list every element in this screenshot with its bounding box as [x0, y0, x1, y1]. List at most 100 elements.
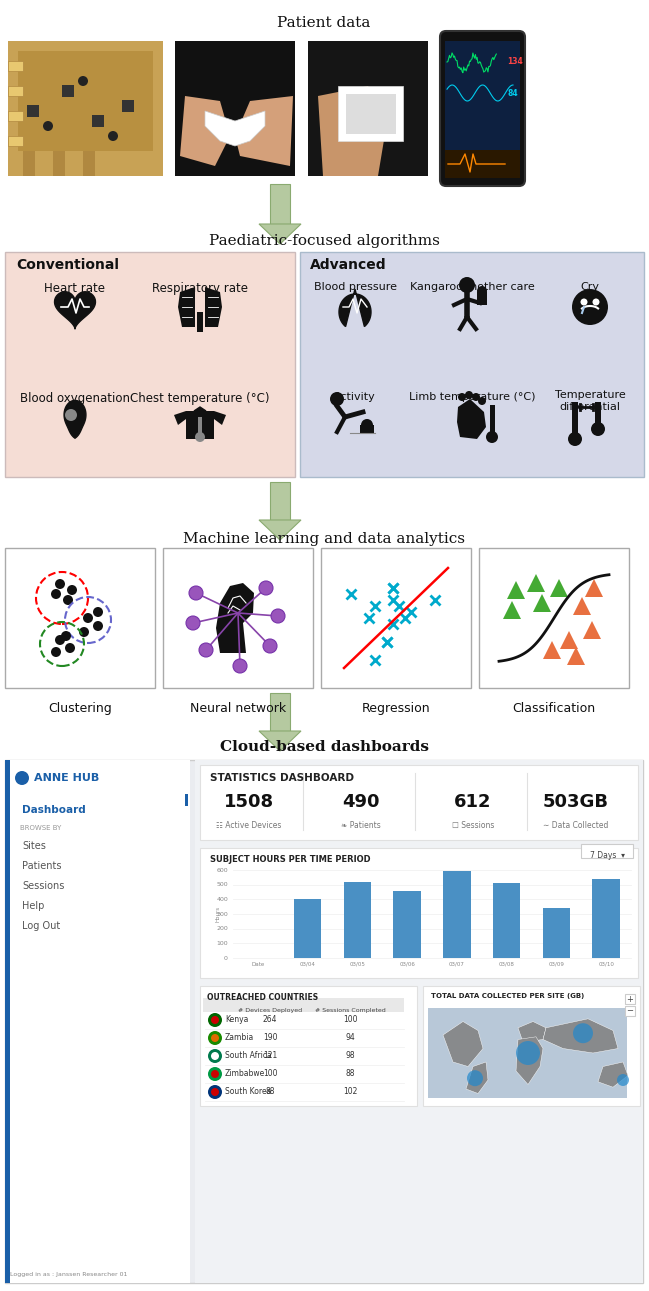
Circle shape [593, 298, 600, 306]
FancyBboxPatch shape [197, 312, 203, 332]
Text: 190: 190 [263, 1034, 277, 1043]
Text: Clustering: Clustering [48, 702, 112, 715]
Circle shape [208, 1050, 222, 1062]
FancyBboxPatch shape [543, 908, 570, 958]
Polygon shape [518, 1021, 546, 1042]
FancyBboxPatch shape [344, 882, 371, 958]
Polygon shape [598, 1062, 628, 1087]
FancyBboxPatch shape [8, 86, 23, 96]
FancyBboxPatch shape [300, 252, 644, 476]
FancyBboxPatch shape [198, 417, 202, 435]
Text: Cloud-based dashboards: Cloud-based dashboards [219, 740, 428, 754]
Text: Neural network: Neural network [190, 702, 286, 715]
Polygon shape [174, 411, 186, 425]
Text: 500: 500 [216, 882, 228, 887]
Text: 98: 98 [345, 1051, 355, 1060]
Text: Zimbabwe: Zimbabwe [225, 1069, 265, 1078]
Text: 94: 94 [345, 1034, 355, 1043]
FancyBboxPatch shape [360, 425, 374, 432]
Circle shape [65, 409, 77, 421]
FancyBboxPatch shape [8, 41, 163, 176]
FancyBboxPatch shape [203, 998, 404, 1012]
Polygon shape [259, 520, 301, 540]
Text: OUTREACHED COUNTRIES: OUTREACHED COUNTRIES [207, 993, 318, 1002]
Circle shape [208, 1013, 222, 1028]
Polygon shape [178, 287, 195, 327]
FancyBboxPatch shape [423, 986, 640, 1106]
FancyBboxPatch shape [393, 891, 421, 958]
Text: SUBJECT HOURS PER TIME PERIOD: SUBJECT HOURS PER TIME PERIOD [210, 855, 371, 864]
Text: 03/04: 03/04 [300, 962, 315, 967]
Text: South Korea: South Korea [225, 1087, 271, 1096]
Circle shape [477, 287, 487, 296]
Text: 612: 612 [454, 793, 491, 811]
Circle shape [472, 392, 480, 402]
Circle shape [486, 431, 498, 443]
FancyBboxPatch shape [8, 136, 23, 146]
FancyBboxPatch shape [428, 1008, 627, 1099]
Text: 03/07: 03/07 [449, 962, 465, 967]
Text: South Africa: South Africa [225, 1051, 272, 1060]
FancyBboxPatch shape [445, 150, 520, 178]
Circle shape [259, 581, 273, 595]
Text: # Sessions Completed: # Sessions Completed [315, 1008, 386, 1013]
Circle shape [83, 613, 93, 624]
Text: # Devices Deployed: # Devices Deployed [238, 1008, 302, 1013]
Text: Chest temperature (°C): Chest temperature (°C) [130, 392, 270, 405]
Text: Activity: Activity [334, 392, 376, 402]
Text: 1508: 1508 [224, 793, 274, 811]
FancyBboxPatch shape [443, 871, 471, 958]
Polygon shape [507, 581, 525, 599]
FancyBboxPatch shape [321, 547, 471, 688]
Text: Regression: Regression [361, 702, 430, 715]
Polygon shape [503, 602, 521, 618]
FancyBboxPatch shape [8, 61, 23, 71]
Circle shape [55, 578, 65, 589]
FancyBboxPatch shape [270, 482, 290, 520]
Text: +: + [626, 994, 633, 1003]
Text: TOTAL DATA COLLECTED PER SITE (GB): TOTAL DATA COLLECTED PER SITE (GB) [431, 993, 584, 999]
Text: Blood pressure: Blood pressure [313, 281, 397, 292]
Text: 600: 600 [216, 868, 228, 873]
Text: 03/09: 03/09 [548, 962, 565, 967]
FancyBboxPatch shape [440, 31, 525, 186]
Text: Hours: Hours [215, 906, 221, 922]
Polygon shape [543, 1019, 618, 1053]
Text: ☐ Sessions: ☐ Sessions [452, 821, 494, 830]
Circle shape [516, 1041, 540, 1065]
Polygon shape [205, 111, 265, 146]
Polygon shape [64, 400, 86, 438]
Circle shape [51, 647, 61, 657]
Polygon shape [194, 407, 206, 411]
Text: 102: 102 [343, 1087, 357, 1096]
FancyBboxPatch shape [477, 292, 487, 305]
Circle shape [63, 595, 73, 605]
Text: Patients: Patients [22, 861, 62, 871]
Circle shape [211, 1034, 219, 1042]
FancyBboxPatch shape [581, 844, 633, 859]
Text: 503GB: 503GB [543, 793, 609, 811]
Circle shape [211, 1070, 219, 1078]
Circle shape [361, 420, 373, 431]
FancyBboxPatch shape [493, 883, 520, 958]
Circle shape [573, 1024, 593, 1043]
Circle shape [43, 121, 53, 130]
Text: 88: 88 [265, 1087, 275, 1096]
Text: 300: 300 [216, 911, 228, 917]
Polygon shape [205, 287, 222, 327]
Text: 134: 134 [507, 57, 522, 66]
Polygon shape [259, 225, 301, 244]
Polygon shape [466, 1062, 488, 1093]
Text: 03/05: 03/05 [349, 962, 365, 967]
Polygon shape [585, 578, 603, 596]
Text: Dashboard: Dashboard [22, 806, 86, 815]
FancyBboxPatch shape [595, 402, 601, 427]
Polygon shape [533, 594, 551, 612]
Polygon shape [583, 621, 601, 639]
Circle shape [580, 298, 587, 306]
Circle shape [465, 391, 473, 399]
Circle shape [478, 398, 486, 405]
Circle shape [467, 1070, 483, 1086]
FancyBboxPatch shape [572, 402, 578, 436]
Text: Advanced: Advanced [310, 258, 387, 272]
